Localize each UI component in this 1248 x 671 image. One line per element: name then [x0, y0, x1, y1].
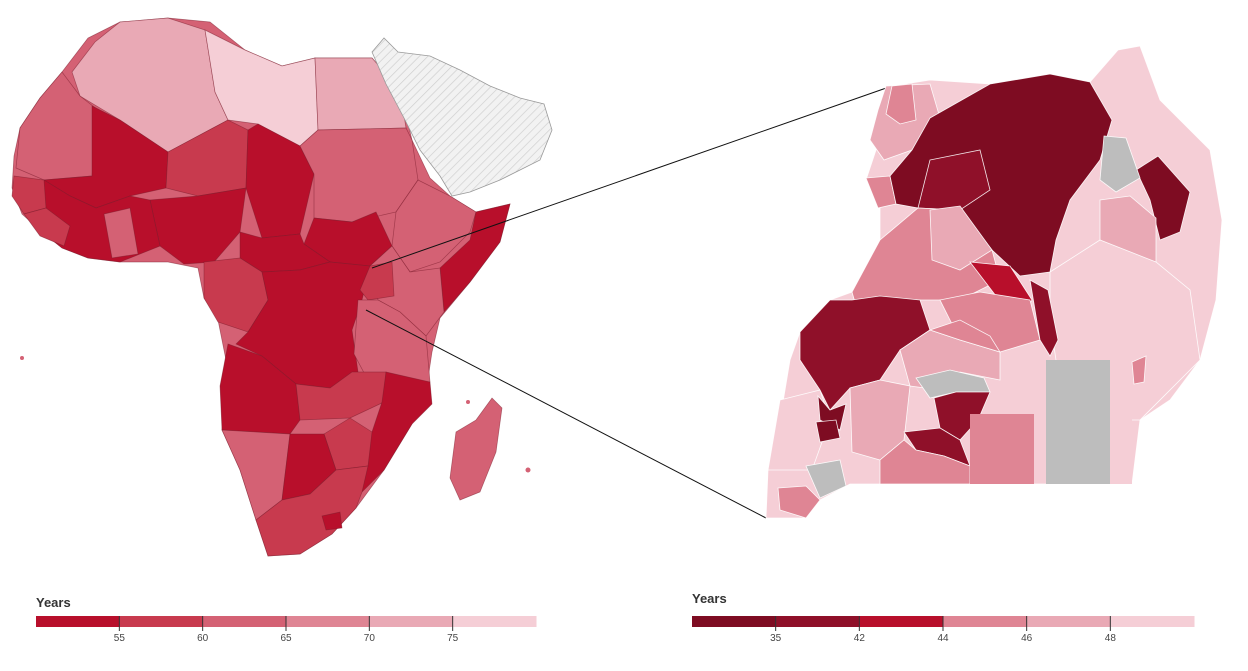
connector-line-bottom: [365, 309, 767, 519]
district-isingiro: [879, 439, 971, 485]
region-chad: [245, 123, 315, 239]
right-legend-tick-label-2: 44: [937, 633, 949, 644]
region-sierra-leone-guinea: [23, 207, 71, 247]
region-somalia: [439, 203, 511, 313]
district-kaabong-nodata: [1099, 135, 1141, 193]
left-legend-title: Years: [36, 595, 71, 610]
region-mozambique: [349, 371, 433, 493]
right-legend-tick-label-3: 46: [1021, 633, 1033, 644]
district-west-light: [767, 389, 831, 471]
island-mauritius: [525, 467, 531, 473]
left-legend-bin-0: [36, 616, 120, 627]
right-legend: Years 35 42 44 46 48: [692, 591, 1195, 644]
district-tororo: [1131, 355, 1147, 385]
arabian-peninsula-hatched: [371, 37, 553, 197]
district-kiboga: [929, 205, 993, 271]
district-kisoro: [777, 485, 821, 519]
left-legend-bin-4: [369, 616, 454, 627]
left-legend-bin-3: [286, 616, 370, 627]
region-nigeria: [149, 187, 247, 265]
right-legend-bin-0: [692, 616, 777, 627]
district-lake-nodata-east: [1046, 360, 1110, 484]
district-kabale-nodata: [805, 459, 847, 499]
right-legend-bin-1: [775, 616, 860, 627]
district-kayunga: [1029, 279, 1059, 357]
right-legend-bin-5: [1110, 616, 1195, 627]
district-gulu: [917, 149, 991, 211]
district-mpigi: [928, 319, 1001, 353]
right-legend-tick-label-0: 35: [770, 633, 782, 644]
right-legend-bin-4: [1026, 616, 1111, 627]
left-legend-bin-5: [452, 616, 537, 627]
region-ghana-area: [103, 207, 139, 259]
right-legend-tick-label-4: 48: [1105, 633, 1117, 644]
right-legend-bin-3: [943, 616, 1028, 627]
region-lesotho: [321, 511, 343, 531]
district-kotido: [1135, 155, 1191, 241]
left-legend-bin-1: [119, 616, 204, 627]
region-senegal: [11, 175, 47, 215]
district-bundibugyo: [815, 419, 841, 443]
africa-map: [11, 17, 531, 557]
right-legend-title: Years: [692, 591, 727, 606]
district-koboko: [885, 83, 917, 125]
right-legend-bin-2: [859, 616, 944, 627]
district-kalangala: [970, 414, 1034, 484]
district-busia-light: [1110, 360, 1132, 484]
island-comoros: [466, 400, 470, 404]
region-madagascar: [449, 397, 503, 501]
right-legend-tick-label-1: 42: [854, 633, 866, 644]
region-south-africa: [255, 465, 369, 557]
left-legend-bin-2: [202, 616, 287, 627]
region-angola: [219, 343, 301, 435]
left-legend-tick-label-3: 70: [364, 633, 376, 644]
left-legend-tick-label-2: 65: [280, 633, 292, 644]
connector-line-top: [371, 85, 893, 269]
left-legend-tick-label-4: 75: [447, 633, 459, 644]
left-legend-tick-label-1: 60: [197, 633, 209, 644]
island-cape-verde: [20, 356, 24, 360]
left-legend: Years 55 60 65 70 75: [36, 595, 537, 644]
left-legend-tick-label-0: 55: [114, 633, 126, 644]
uganda-map: [765, 45, 1223, 519]
